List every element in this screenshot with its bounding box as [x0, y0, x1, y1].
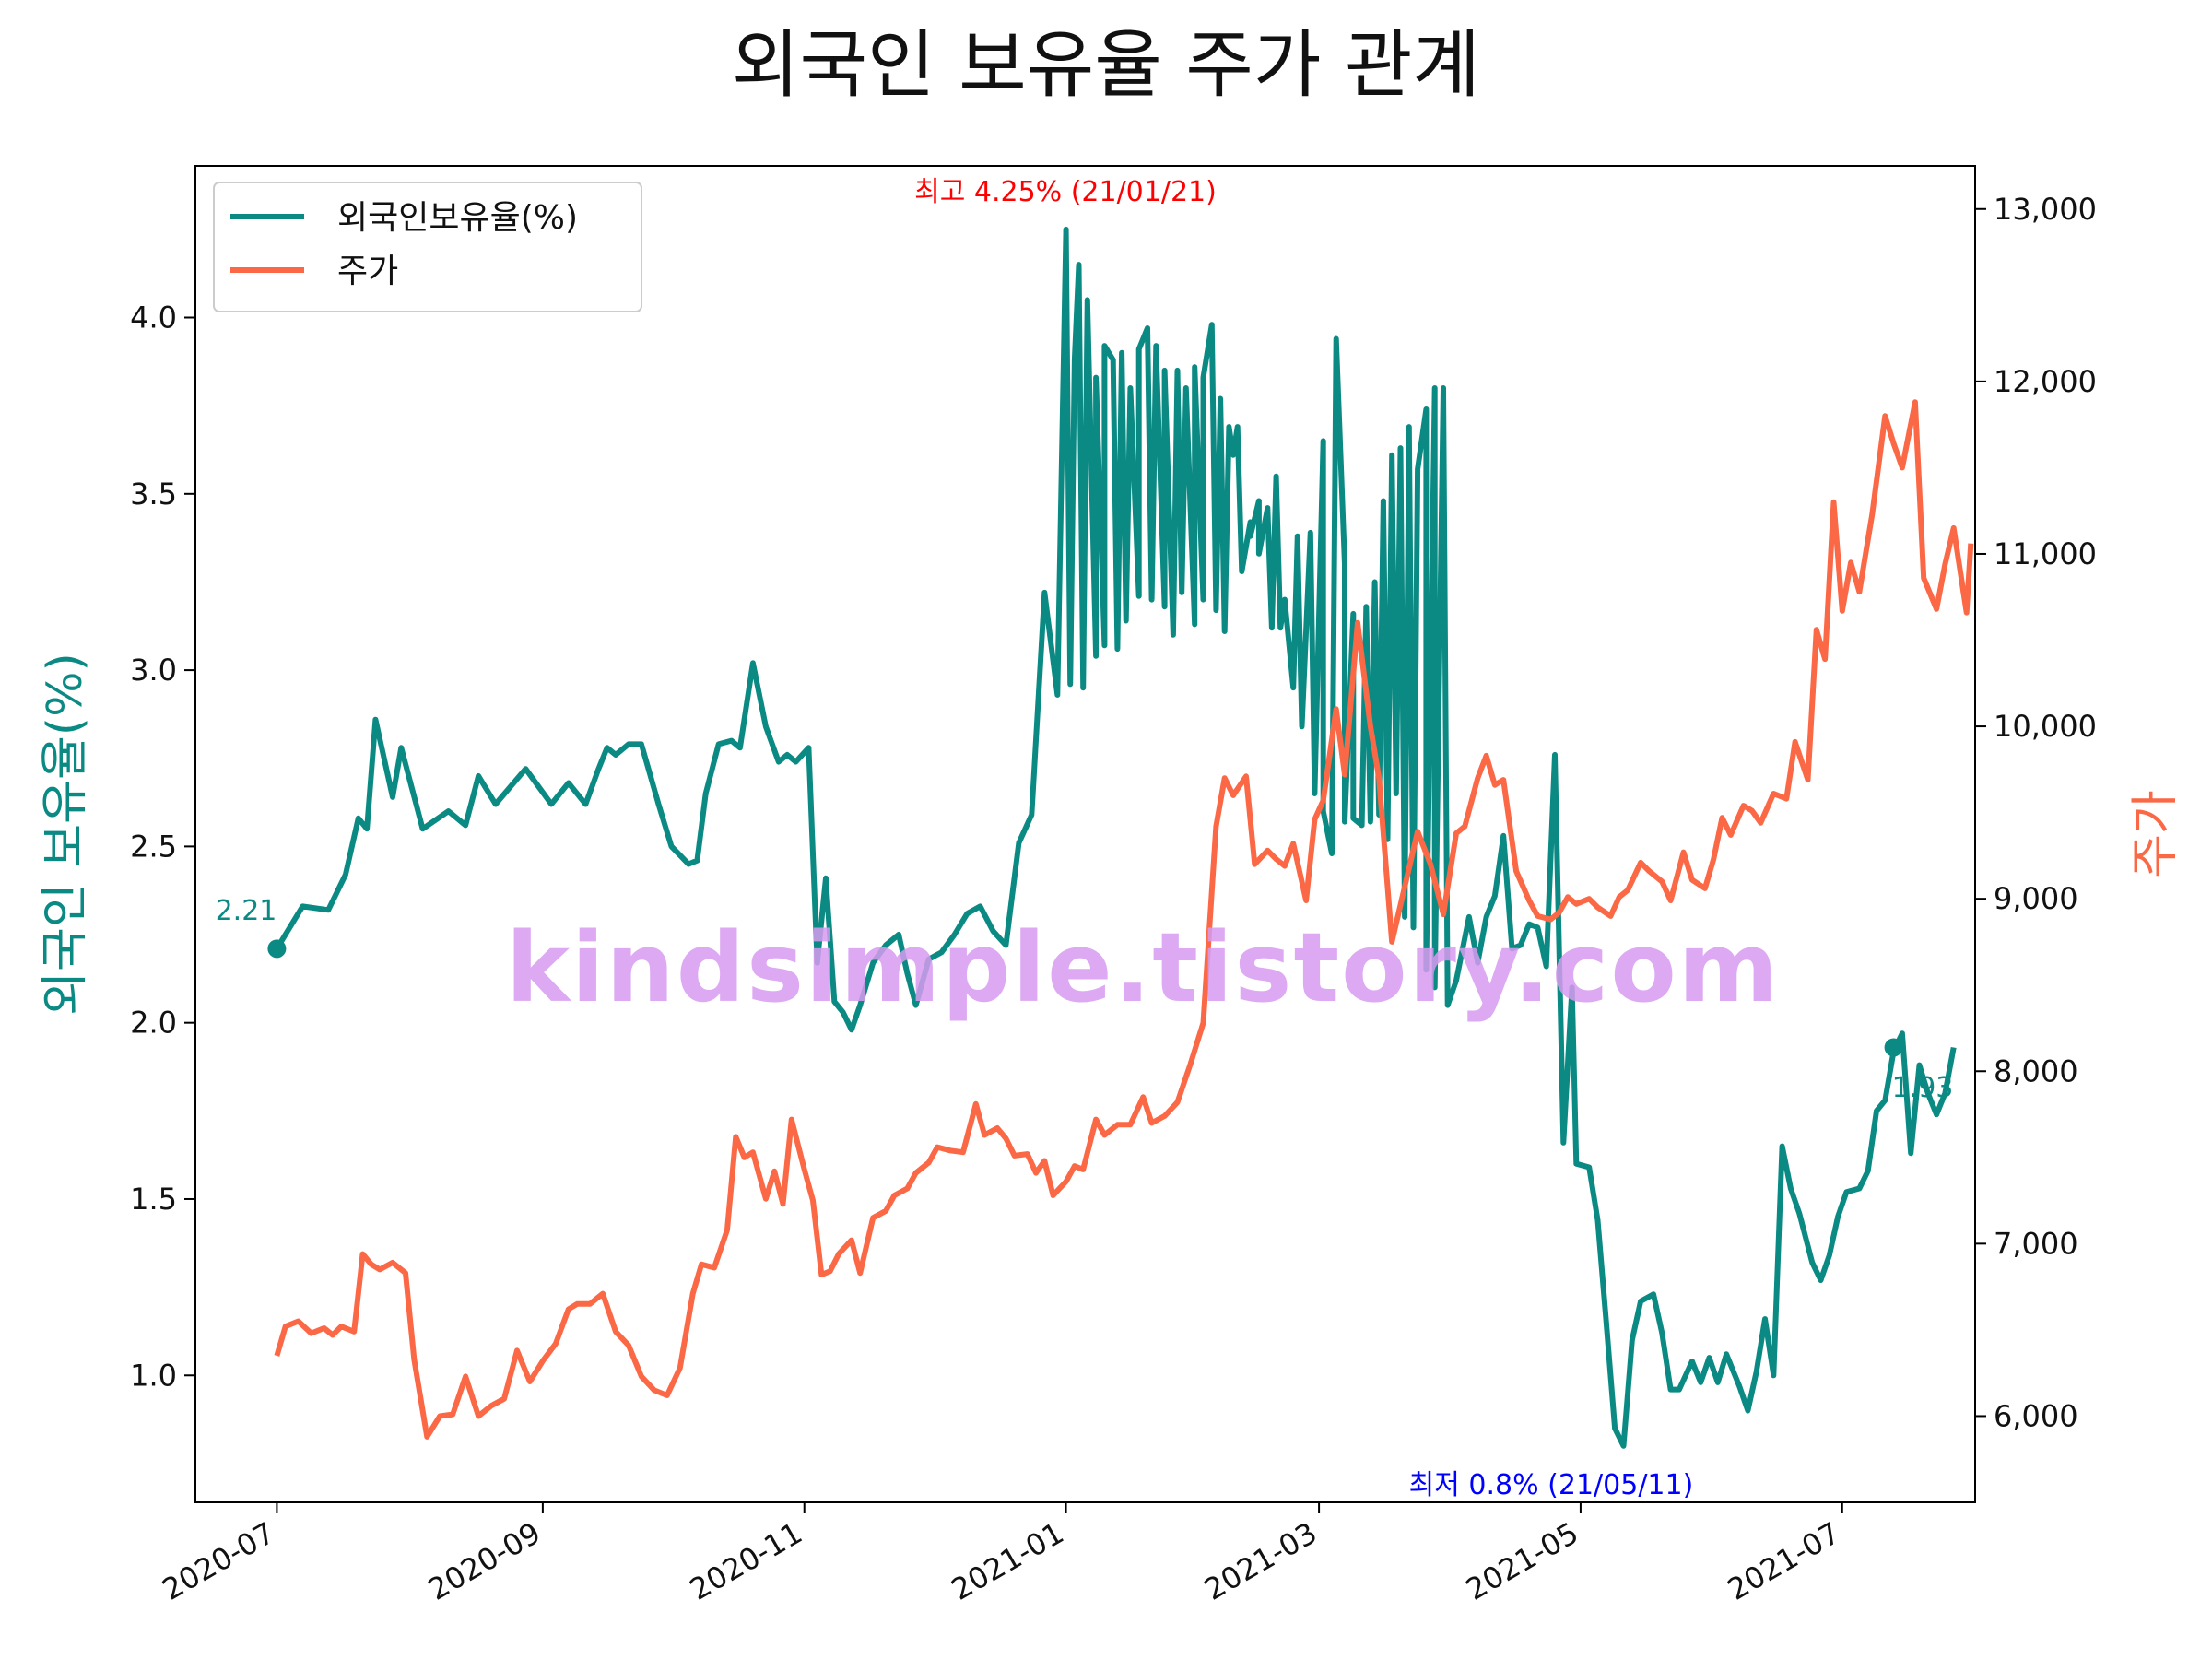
x-tick-label: 2021-01	[946, 1515, 1070, 1607]
plot-area	[194, 165, 1976, 1503]
x-tick-label: 2021-03	[1198, 1515, 1323, 1607]
right-y-tick-label: 6,000	[1994, 1398, 2078, 1433]
annotation-low: 최저 0.8% (21/05/11)	[1409, 1469, 1694, 1501]
x-tick-label: 2021-05	[1460, 1515, 1584, 1607]
right-y-axis-ticks: 6,000 7,000 8,000 9,000 10,000 11,000 12,000 13…	[1975, 192, 2097, 1433]
left-y-tick-label: 1.5	[130, 1182, 177, 1217]
start-point-marker	[267, 939, 287, 959]
right-y-tick-label: 13,000	[1994, 192, 2097, 227]
left-axis-label: 외국인 보유율(%)	[38, 653, 93, 1016]
x-tick-label: 2020-11	[684, 1515, 808, 1607]
left-y-tick-label: 1.0	[130, 1358, 177, 1393]
right-y-tick-label: 7,000	[1994, 1226, 2078, 1261]
right-y-tick-label: 12,000	[1994, 364, 2097, 399]
annotation-end-value: 1.93	[1892, 1072, 1954, 1104]
legend-box	[213, 182, 642, 312]
x-tick-label: 2020-09	[422, 1515, 547, 1607]
x-axis-ticks: 2020-07 2020-09 2020-11 2021-01 2021-03 2021-…	[157, 1502, 1846, 1607]
right-y-tick-label: 11,000	[1994, 536, 2097, 571]
left-y-tick-label: 2.0	[130, 1006, 177, 1041]
left-y-tick-label: 3.0	[130, 653, 177, 688]
right-y-tick-label: 9,000	[1994, 881, 2078, 916]
legend: 외국인보유율(%) 주가	[213, 182, 642, 312]
left-y-tick-label: 4.0	[130, 300, 177, 335]
right-y-tick-label: 8,000	[1994, 1053, 2078, 1088]
series-layer	[267, 226, 1974, 1449]
left-y-axis-ticks: 1.0 1.5 2.0 2.5 3.0 3.5 4.0	[130, 300, 195, 1393]
watermark: kindsimple.tistory.com	[506, 912, 1780, 1024]
x-tick-label: 2020-07	[157, 1515, 281, 1607]
chart-title: 외국인 보유율 주가 관계	[732, 22, 1480, 108]
series-line-price	[274, 399, 1974, 1440]
legend-label-price: 주가	[337, 253, 398, 290]
end-point-marker	[1884, 1038, 1903, 1057]
annotation-high: 최고 4.25% (21/01/21)	[914, 176, 1217, 208]
left-y-tick-label: 2.5	[130, 829, 177, 864]
right-y-tick-label: 10,000	[1994, 709, 2097, 744]
right-axis-label: 주가	[2128, 790, 2183, 878]
annotation-start-value: 2.21	[216, 895, 277, 927]
left-y-tick-label: 3.5	[130, 477, 177, 512]
legend-label-ratio: 외국인보유율(%)	[337, 199, 578, 237]
series-line-ratio	[274, 226, 1957, 1449]
x-tick-label: 2021-07	[1722, 1515, 1846, 1607]
